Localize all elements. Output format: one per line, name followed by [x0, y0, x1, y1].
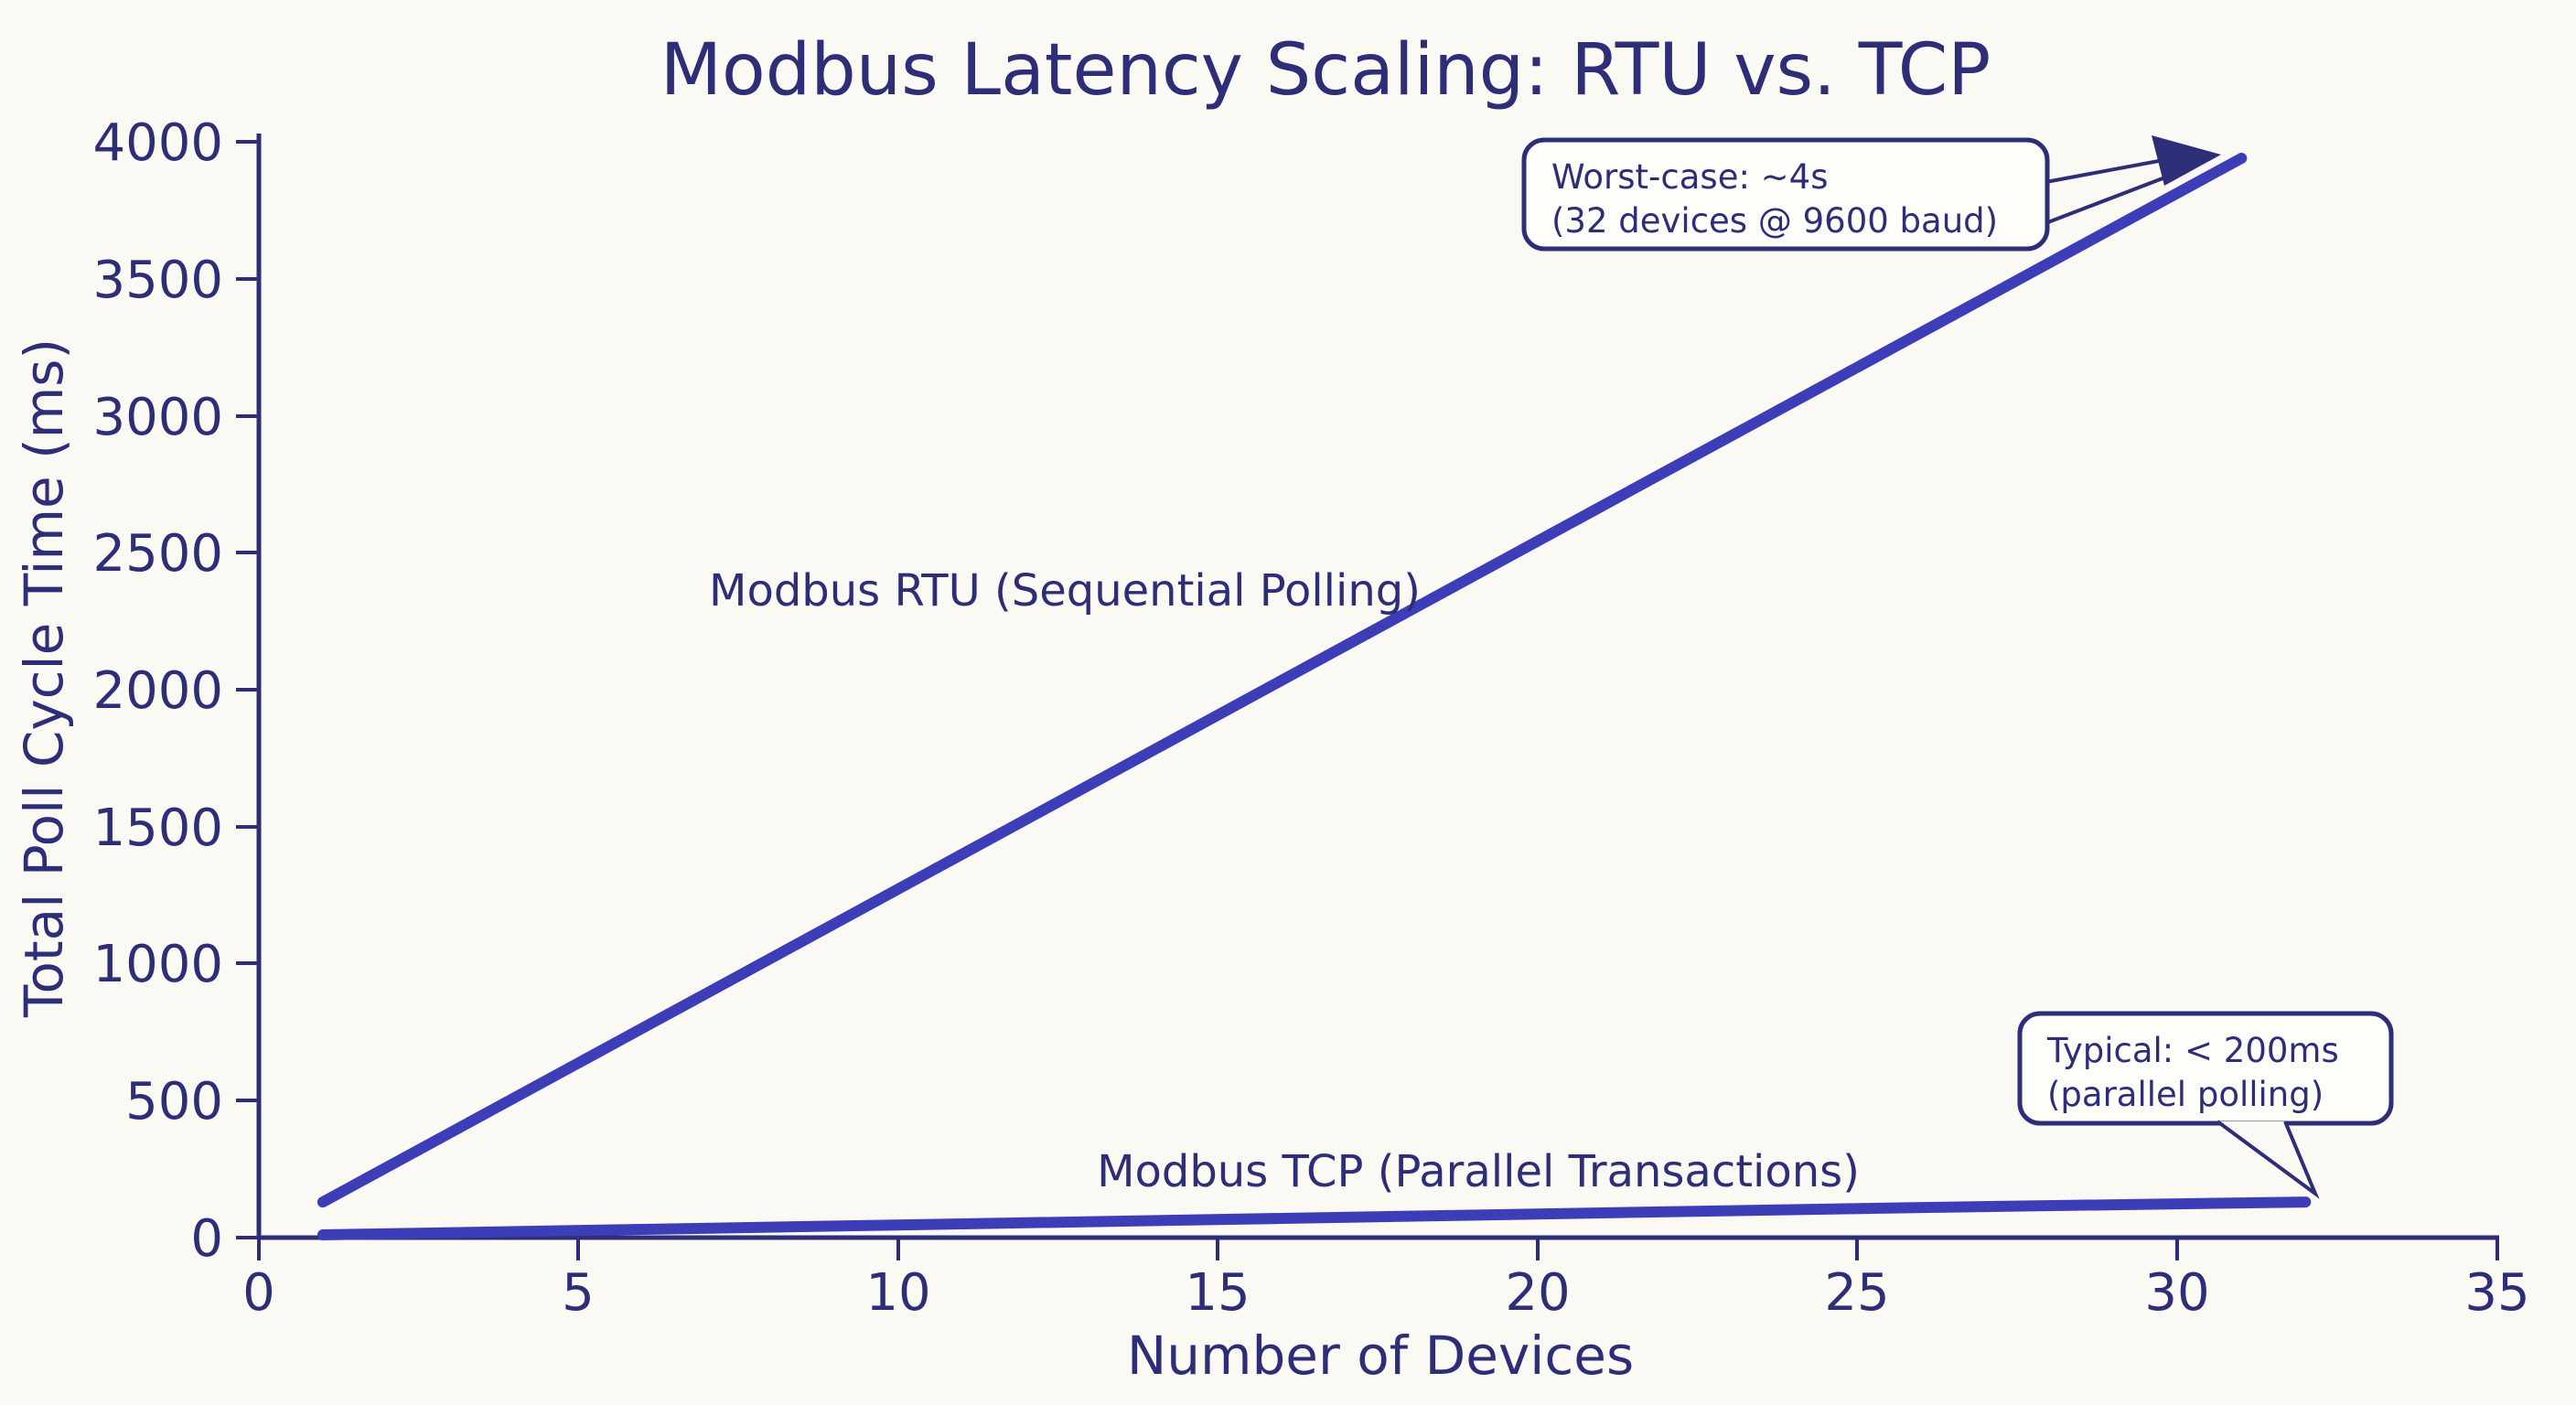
y-tick-label-500: 500	[125, 1072, 223, 1132]
x-tick-label-10: 10	[865, 1263, 930, 1323]
annotation-arrowhead-icon	[2152, 135, 2221, 186]
x-axis-title: Number of Devices	[1127, 1325, 1634, 1387]
annotation-typical-line1: Typical: < 200ms	[2046, 1031, 2339, 1070]
x-tick-label-15: 15	[1185, 1263, 1250, 1323]
y-tick-label-2500: 2500	[92, 524, 223, 584]
axes	[256, 134, 2499, 1240]
y-tick-label-0: 0	[190, 1209, 223, 1269]
y-tick-label-3500: 3500	[92, 251, 223, 310]
y-tick-label-3000: 3000	[92, 388, 223, 447]
y-tick-label-2000: 2000	[92, 661, 223, 721]
annotation-typical-box	[2017, 1011, 2394, 1126]
annotation-worst-case-box	[1521, 137, 2050, 252]
x-tick-labels: 0 5 10 15 20 25 30 35	[242, 1263, 2529, 1323]
annotation-worst-case-line2: (32 devices @ 9600 baud)	[1551, 201, 1998, 241]
rtu-series-label: Modbus RTU (Sequential Polling)	[709, 565, 1421, 617]
tcp-series-label: Modbus TCP (Parallel Transactions)	[1097, 1146, 1860, 1197]
y-tick-label-1500: 1500	[92, 799, 223, 858]
y-tick-marks	[236, 140, 259, 1239]
y-tick-label-4000: 4000	[92, 113, 223, 173]
annotation-typical-line2: (parallel polling)	[2047, 1075, 2324, 1114]
y-tick-label-1000: 1000	[92, 935, 223, 994]
chart-title: Modbus Latency Scaling: RTU vs. TCP	[660, 29, 1991, 112]
x-tick-label-30: 30	[2144, 1263, 2209, 1323]
x-tick-label-35: 35	[2464, 1263, 2529, 1323]
tcp-series-line	[317, 1196, 2312, 1240]
annotation-worst-case: Worst-case: ~4s (32 devices @ 9600 baud)	[1521, 135, 2221, 252]
x-tick-marks	[257, 1238, 2499, 1260]
annotation-typical-tail	[2216, 1120, 2320, 1199]
x-tick-label-20: 20	[1505, 1263, 1570, 1323]
annotation-worst-case-line1: Worst-case: ~4s	[1551, 157, 1829, 197]
x-tick-label-0: 0	[242, 1263, 275, 1323]
x-tick-label-25: 25	[1824, 1263, 1889, 1323]
y-axis-title: Total Poll Cycle Time (ms)	[13, 338, 75, 1018]
x-tick-label-5: 5	[562, 1263, 595, 1323]
annotation-typical: Typical: < 200ms (parallel polling)	[2017, 1011, 2394, 1199]
y-tick-labels: 0 500 1000 1500 2000 2500 3000 3500 4000	[92, 113, 223, 1269]
rtu-series-line	[317, 153, 2248, 1208]
